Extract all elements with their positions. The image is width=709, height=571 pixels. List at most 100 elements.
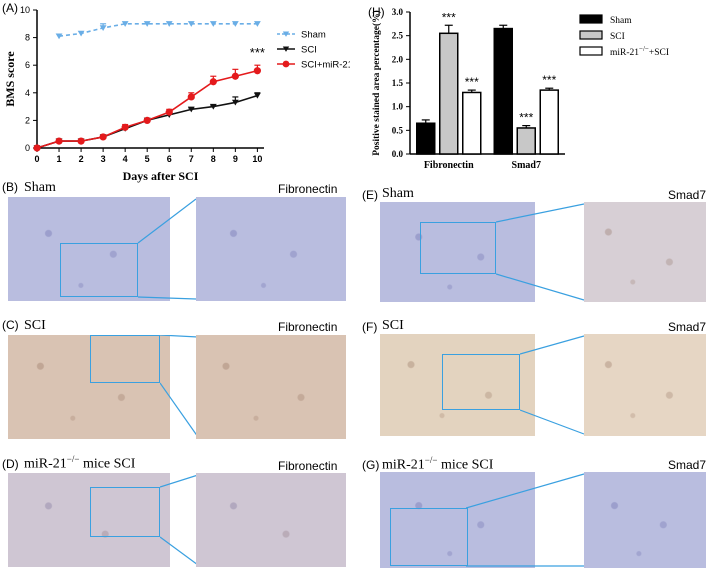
micrograph-b-overview <box>8 197 170 301</box>
condition-label-b: Sham <box>24 180 56 195</box>
y-tick-label: 1.0 <box>392 102 404 112</box>
stain-label-e: Smad7 <box>668 188 707 202</box>
data-point <box>99 25 107 31</box>
panel-label-a: (A) <box>2 1 18 15</box>
micrograph-b-zoom <box>196 197 346 301</box>
significance-annotation: *** <box>519 111 533 125</box>
legend-marker <box>282 60 290 68</box>
legend-swatch <box>579 30 603 40</box>
data-point <box>231 21 239 27</box>
data-point <box>77 137 85 145</box>
y-tick-label: 4 <box>25 88 30 98</box>
y-tick-label: 2 <box>25 115 30 125</box>
data-point <box>209 21 217 27</box>
condition-label-f: SCI <box>382 318 404 333</box>
micrograph-e-overview <box>380 202 535 302</box>
data-point <box>187 93 195 101</box>
stain-label-f: Smad7 <box>668 320 707 334</box>
zoom-lines-b <box>137 198 197 300</box>
micrograph-f-zoom <box>584 334 706 436</box>
zoom-lines-c <box>160 335 199 438</box>
data-point <box>187 106 195 113</box>
category-label: Smad7 <box>512 160 541 171</box>
data-point <box>77 30 85 37</box>
condition-label-e: Sham <box>382 186 414 201</box>
data-point <box>165 108 173 116</box>
x-tick-label: 3 <box>101 154 106 164</box>
x-tick-label: 4 <box>123 154 128 164</box>
zoom-lines-e <box>496 203 585 301</box>
y-tick-label: 6 <box>25 60 30 70</box>
bar <box>516 127 536 155</box>
data-point <box>143 21 151 27</box>
panel-label-g: (G) <box>362 458 380 472</box>
y-tick-label: 0 <box>25 143 30 153</box>
zoom-lines-d <box>160 474 199 566</box>
panel-label-e: (E) <box>362 188 378 202</box>
x-tick-label: 1 <box>57 154 62 164</box>
legend-label: Sham <box>301 30 326 41</box>
y-tick-label: 10 <box>20 5 30 15</box>
series-line-2 <box>36 69 258 149</box>
data-point <box>253 21 261 27</box>
data-point <box>231 72 239 80</box>
x-tick-label: 10 <box>252 154 262 164</box>
legend-label: SCI <box>610 32 625 42</box>
bar <box>462 91 482 155</box>
legend-swatch <box>579 14 603 24</box>
legend-label: SCI <box>301 45 317 56</box>
bar <box>539 89 559 155</box>
legend-label: SCI+miR-21 KO <box>301 60 350 71</box>
data-point <box>209 103 217 110</box>
data-point <box>231 99 239 106</box>
stain-label-b: Fibronectin <box>278 182 338 196</box>
x-tick-label: 2 <box>79 154 84 164</box>
data-point <box>143 116 151 124</box>
x-tick-label: 5 <box>145 154 150 164</box>
y-tick-label: 0.5 <box>392 125 404 135</box>
bms-line-chart: 0 2 4 6 8 10 0 1 2 3 4 5 6 7 8 9 10 Days after SCI BMS sco… <box>3 5 350 183</box>
roi-box-f <box>442 354 520 410</box>
significance-annotation: *** <box>250 45 265 60</box>
significance-annotation: *** <box>442 10 456 24</box>
bar <box>439 32 459 155</box>
y-tick-label: 8 <box>25 33 30 43</box>
legend-label: miR-21−/−+SCI <box>610 45 669 58</box>
y-tick-label: 2.5 <box>392 31 404 41</box>
series-line-0 <box>58 22 258 38</box>
panel-label-f: (F) <box>362 320 378 334</box>
condition-label-c: SCI <box>24 318 46 333</box>
bar <box>416 122 436 155</box>
roi-box-g <box>390 508 468 566</box>
micrograph-g-zoom <box>584 472 706 568</box>
x-tick-label: 7 <box>189 154 194 164</box>
y-tick-label: 3.0 <box>392 7 404 17</box>
micrograph-g-overview <box>380 472 535 568</box>
data-point <box>253 67 261 75</box>
data-point <box>253 92 261 99</box>
micrograph-d-zoom <box>196 473 346 567</box>
zoom-lines-f <box>520 335 585 435</box>
significance-annotation: *** <box>542 73 556 87</box>
category-label: Fibronectin <box>424 160 474 171</box>
data-point <box>121 123 129 131</box>
significance-annotation: *** <box>465 75 479 89</box>
roi-box-d <box>90 487 160 537</box>
x-tick-label: 8 <box>211 154 216 164</box>
legend-marker <box>282 46 290 52</box>
legend-label: Sham <box>610 16 632 26</box>
panel-label-d: (D) <box>2 457 19 471</box>
data-point <box>121 21 129 27</box>
x-tick-label: 0 <box>34 154 39 164</box>
y-tick-label: 0.0 <box>392 149 404 159</box>
x-axis-title: Days after SCI <box>123 169 199 183</box>
condition-label-d: miR-21−/− mice SCI <box>24 454 136 472</box>
legend-swatch <box>579 46 603 56</box>
micrograph-f-overview <box>380 334 535 436</box>
legend-marker <box>282 31 290 37</box>
panel-label-b: (B) <box>2 180 18 194</box>
stain-label-d: Fibronectin <box>278 459 338 473</box>
roi-box-c <box>90 335 160 383</box>
x-tick-label: 9 <box>233 154 238 164</box>
data-point <box>55 33 63 40</box>
